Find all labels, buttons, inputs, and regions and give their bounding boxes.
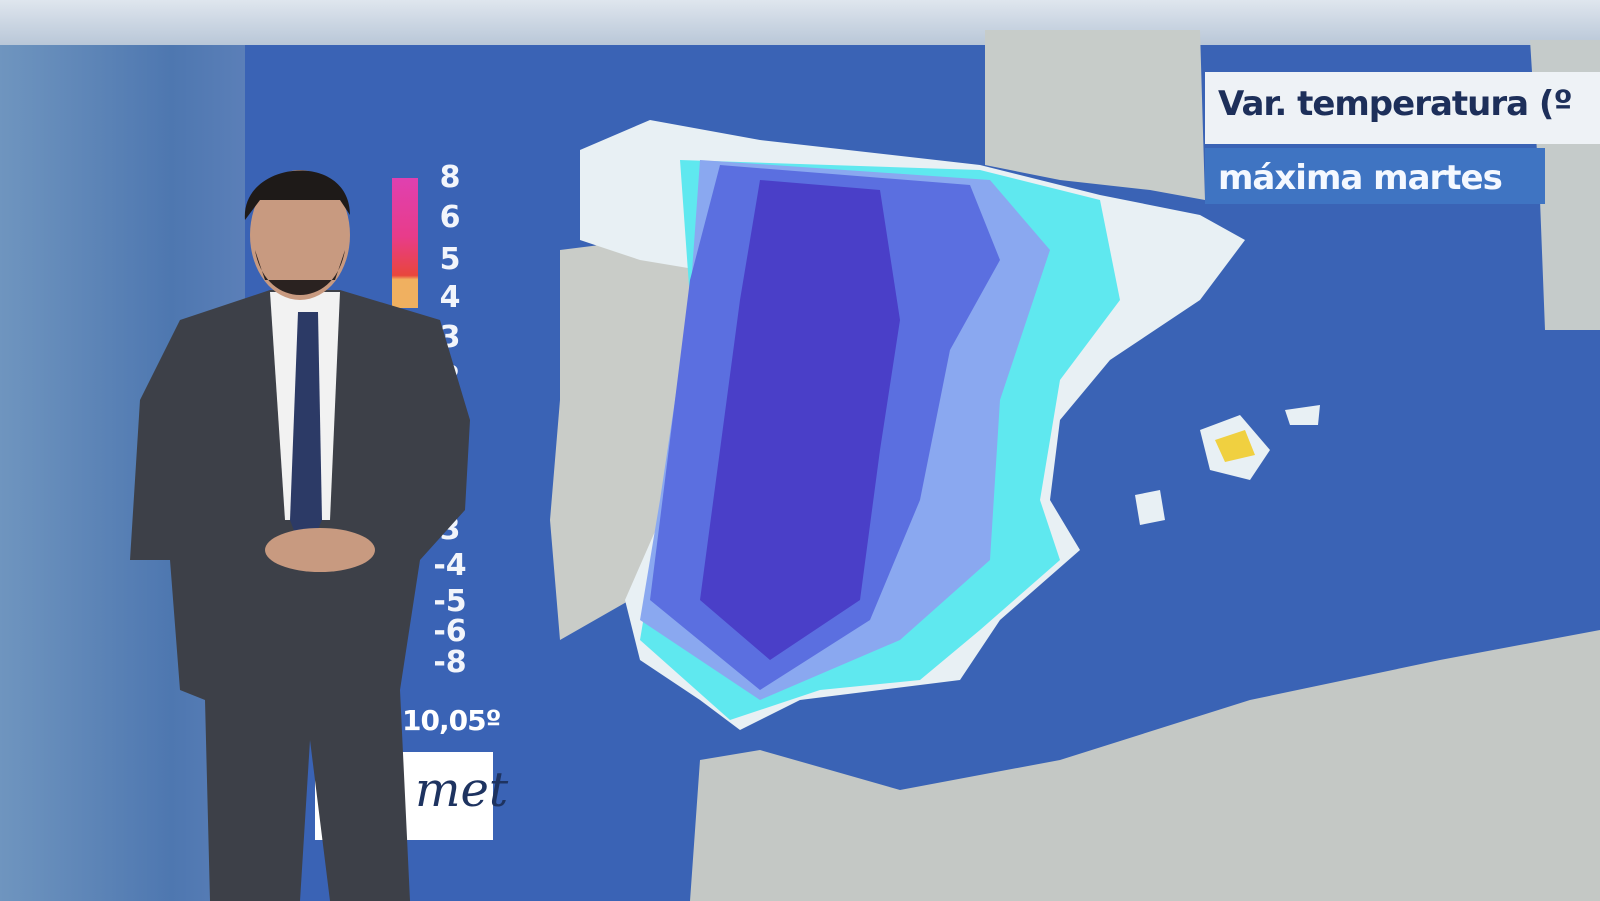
map-subtitle: máxima martes (1218, 158, 1503, 198)
presenter-hands (265, 528, 375, 572)
subtitle-panel (1205, 148, 1545, 204)
portugal-landmass (550, 240, 700, 640)
africa-landmass (690, 630, 1600, 901)
legend-label: -5 (433, 584, 467, 619)
legend-label: 6 (439, 200, 461, 235)
legend-label: -6 (433, 614, 467, 649)
map-title: Var. temperatura (º (1218, 84, 1573, 124)
presenter-head (250, 170, 350, 300)
title-panel (1205, 72, 1600, 144)
temperature-readout: 10,05º (402, 704, 501, 737)
zone-deep-blue (700, 180, 900, 660)
ibiza (1135, 490, 1165, 525)
mallorca-warm-zone (1215, 430, 1255, 462)
legend-label: 5 (439, 242, 461, 277)
legend-label: 4 (439, 280, 461, 315)
presenter-hair (244, 170, 350, 220)
menorca (1285, 405, 1320, 425)
legend-label: -8 (433, 645, 467, 680)
presenter-beard (255, 250, 345, 295)
france-landmass (985, 30, 1205, 200)
presenter (130, 170, 470, 901)
studio-top-bar (0, 0, 1600, 45)
presenter-suit (130, 290, 470, 901)
presenter-tie (290, 312, 322, 560)
legend-label: -4 (433, 548, 467, 583)
legend-label: 8 (439, 160, 461, 195)
legend-color-bar (392, 178, 418, 308)
